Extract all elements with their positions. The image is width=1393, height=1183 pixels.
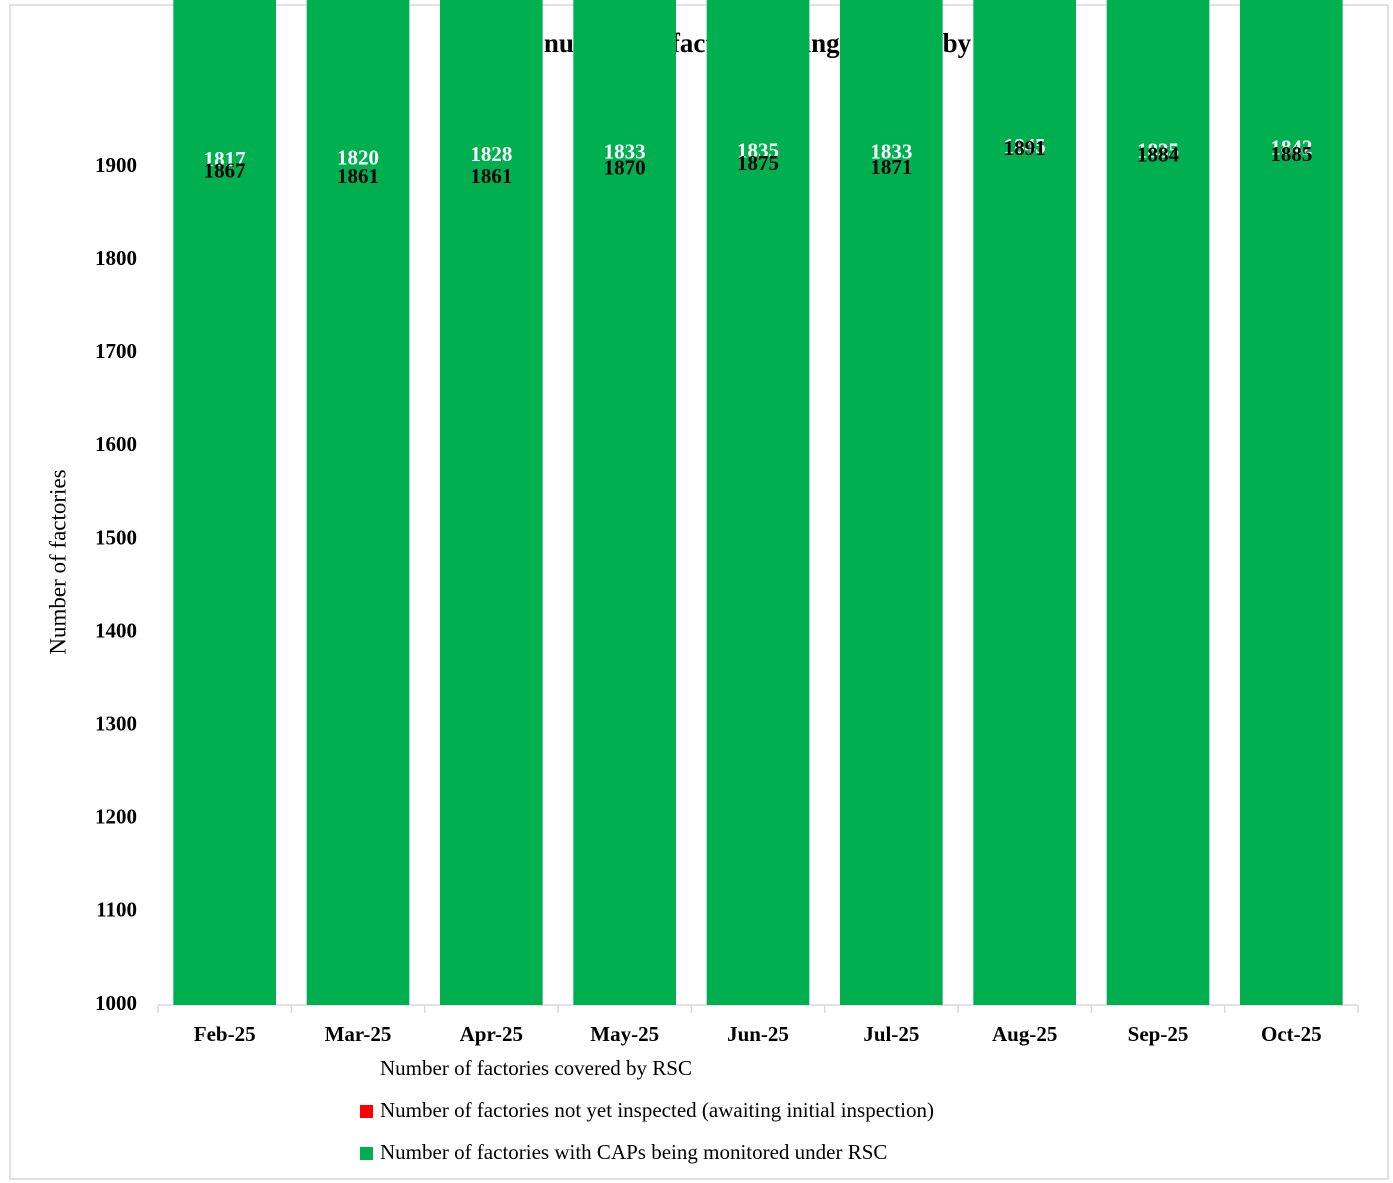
y-tick-label: 1500 <box>95 525 137 549</box>
bar-segment <box>973 0 1076 1005</box>
y-tick-label: 1200 <box>95 805 137 829</box>
bar-segment <box>173 0 276 1005</box>
legend-swatch <box>360 1105 373 1118</box>
x-tick-label: Sep-25 <box>1128 1022 1189 1046</box>
data-label: 1817 <box>204 147 246 171</box>
data-label: 1833 <box>604 139 646 163</box>
data-label: 1845 <box>1004 134 1046 158</box>
total-label: 1891 <box>1004 136 1046 160</box>
data-label: 1835 <box>737 139 779 163</box>
total-label: 1885 <box>1270 142 1312 166</box>
y-tick-label: 1700 <box>95 339 137 363</box>
x-tick-label: Mar-25 <box>325 1022 392 1046</box>
bar-segment <box>1240 0 1343 1005</box>
x-tick-label: Oct-25 <box>1261 1022 1322 1046</box>
total-label: 1867 <box>204 159 246 183</box>
x-tick-label: Aug-25 <box>992 1022 1057 1046</box>
data-label: 1828 <box>470 142 512 166</box>
x-tick-label: Jun-25 <box>727 1022 789 1046</box>
legend-label: Number of factories with CAPs being moni… <box>380 1140 887 1164</box>
y-tick-label: 1900 <box>95 153 137 177</box>
y-tick-label: 1400 <box>95 618 137 642</box>
legend-swatch <box>360 1147 373 1160</box>
legend-label: Number of factories covered by RSC <box>380 1056 692 1080</box>
bar-segment <box>573 0 676 1005</box>
legend-label: Number of factories not yet inspected (a… <box>380 1098 934 1122</box>
data-label: 1820 <box>337 146 379 170</box>
data-label: 1842 <box>1270 135 1312 159</box>
data-label: 1833 <box>870 139 912 163</box>
x-tick-label: May-25 <box>590 1022 659 1046</box>
total-label: 1871 <box>870 155 912 179</box>
data-label: 1835 <box>1137 139 1179 163</box>
y-tick-label: 1800 <box>95 246 137 270</box>
x-tick-label: Apr-25 <box>460 1022 523 1046</box>
y-axis-title: Number of factories <box>45 469 70 654</box>
y-tick-label: 1600 <box>95 432 137 456</box>
total-label: 1861 <box>470 164 512 188</box>
total-label: 1884 <box>1137 143 1180 167</box>
y-tick-label: 1300 <box>95 711 137 735</box>
bar-segment <box>440 0 543 1006</box>
total-label: 1870 <box>604 156 646 180</box>
total-label: 1861 <box>337 164 379 188</box>
bar-segment <box>840 0 943 1005</box>
total-label: 1875 <box>737 151 779 175</box>
bar-segment <box>706 0 810 1005</box>
y-tick-label: 1000 <box>95 991 137 1015</box>
y-tick-label: 1100 <box>96 898 137 922</box>
x-tick-label: Jul-25 <box>863 1022 919 1046</box>
bar-segment <box>1106 0 1210 1005</box>
bar-segment <box>306 0 410 1005</box>
x-tick-label: Feb-25 <box>194 1022 256 1046</box>
